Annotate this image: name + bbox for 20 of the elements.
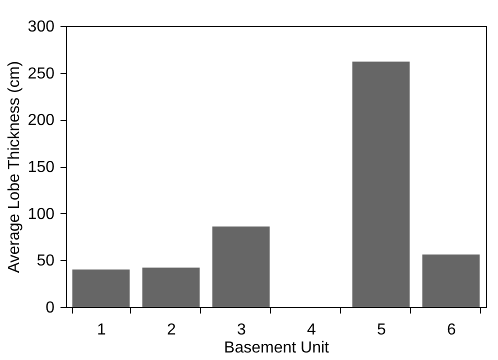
y-tick-label: 150 [28, 159, 55, 176]
x-tick-label: 3 [237, 322, 246, 338]
bar [212, 226, 270, 307]
x-tick-label: 1 [97, 322, 106, 338]
x-tick-label: 6 [447, 322, 456, 338]
y-tick-label: 0 [46, 300, 55, 316]
bar [352, 62, 410, 307]
y-axis-title: Average Lobe Thickness (cm) [6, 61, 23, 273]
bar [422, 254, 480, 307]
x-tick-label: 5 [377, 322, 386, 338]
y-tick-label: 100 [28, 206, 55, 223]
y-tick-label: 50 [36, 252, 55, 270]
x-tick-label: 4 [307, 322, 316, 338]
bar [72, 270, 130, 307]
y-tick-label: 200 [28, 112, 55, 130]
x-tick-label: 2 [167, 322, 176, 338]
y-tick-label: 250 [28, 65, 55, 82]
x-axis-title: Basement Unit [224, 340, 330, 356]
bar [142, 268, 200, 307]
y-tick-label: 300 [28, 18, 55, 36]
